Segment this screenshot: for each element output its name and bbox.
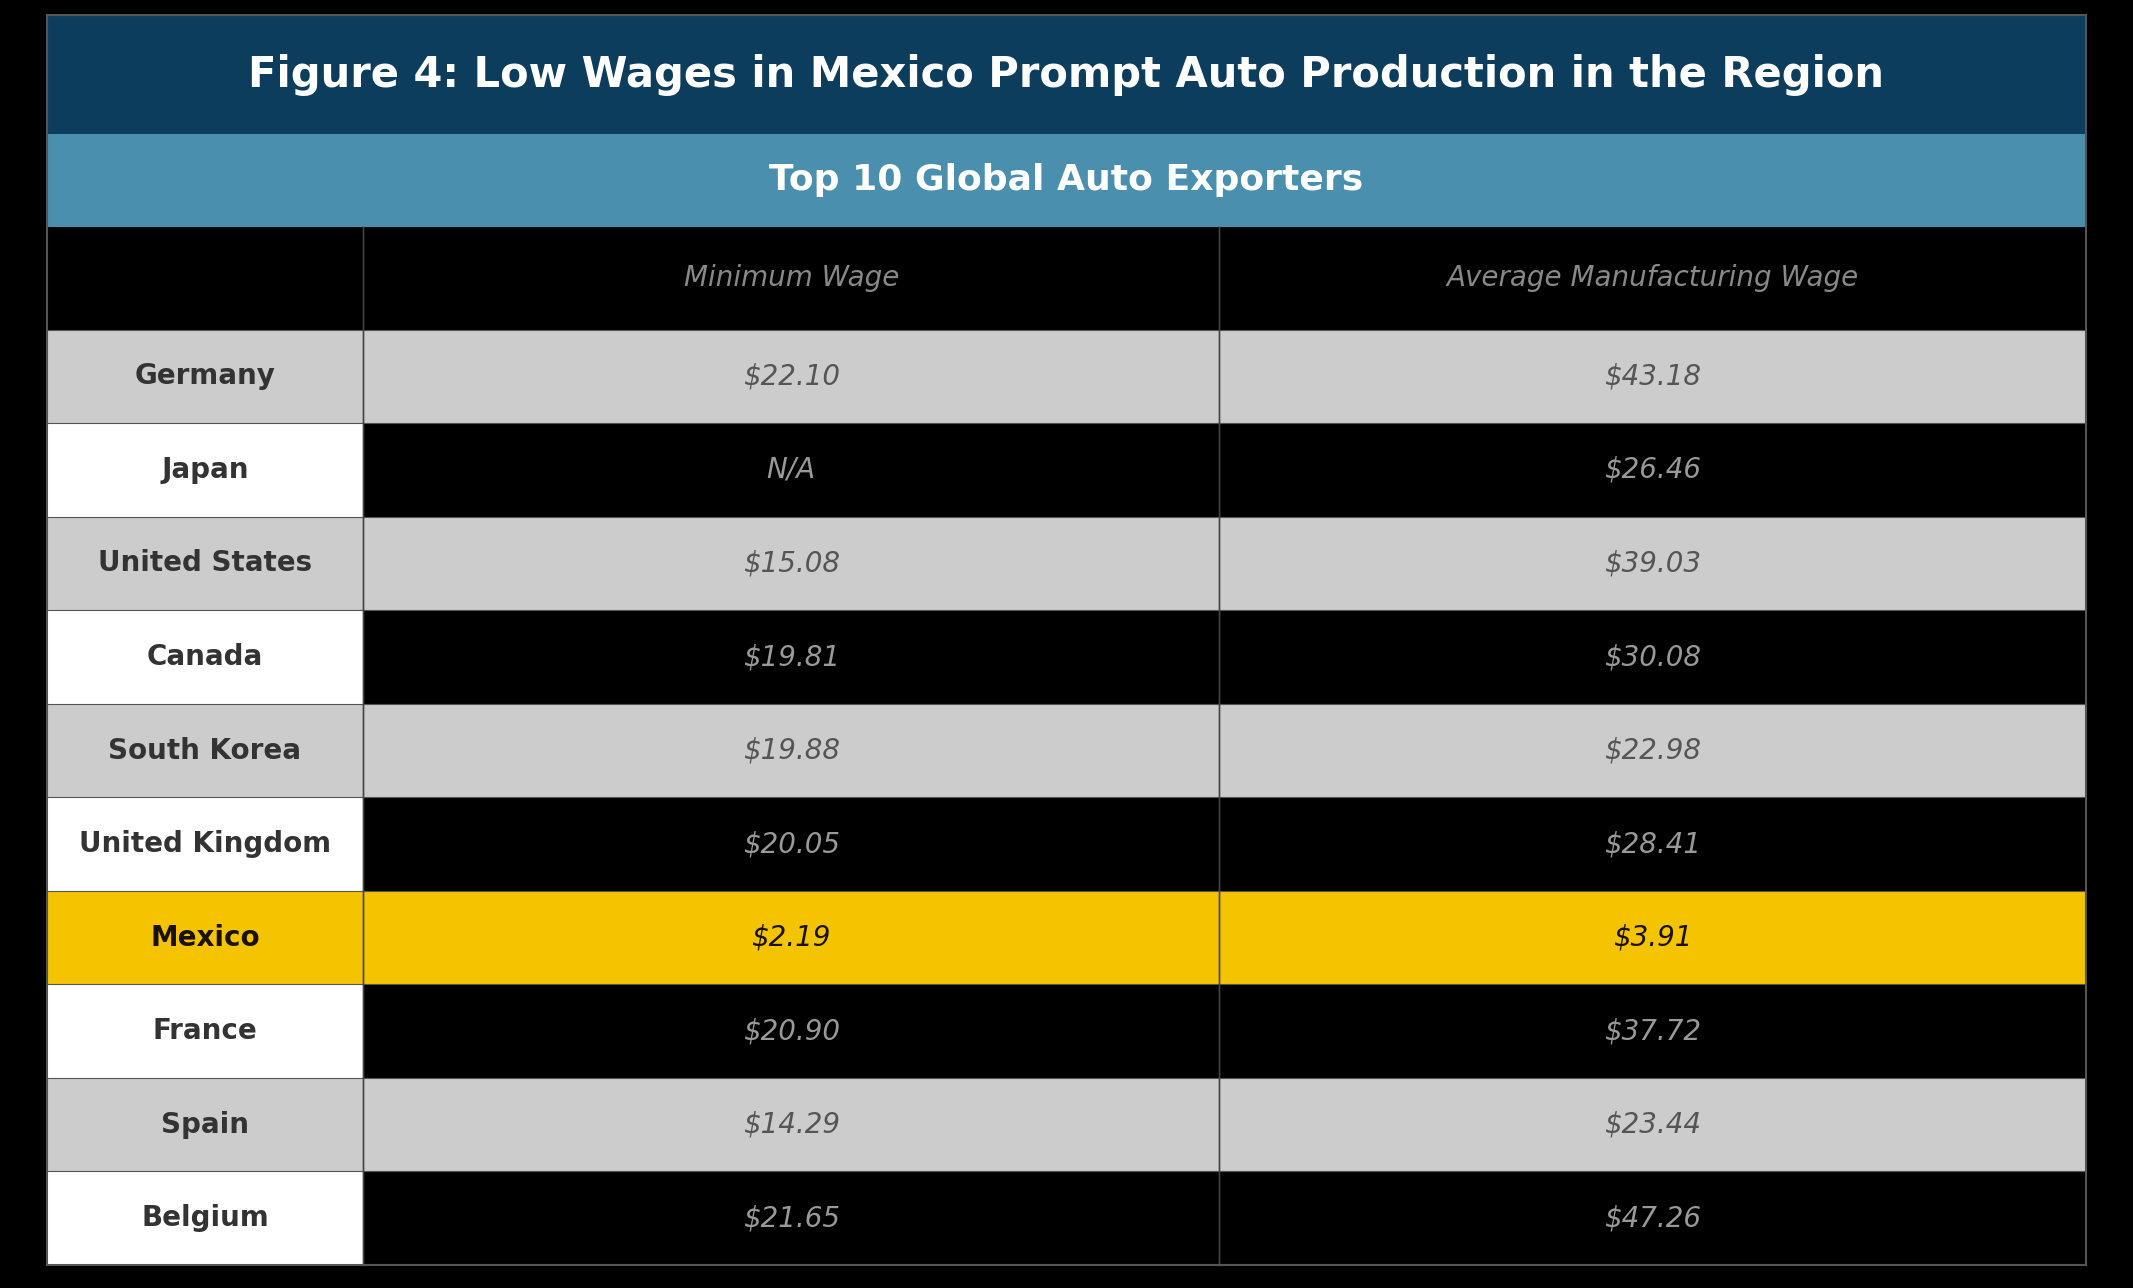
Text: Figure 4: Low Wages in Mexico Prompt Auto Production in the Region: Figure 4: Low Wages in Mexico Prompt Aut… [250,54,1883,95]
Bar [47,797,363,891]
Text: $26.46: $26.46 [1604,456,1702,484]
Text: $19.88: $19.88 [742,737,840,765]
Bar [363,797,1220,891]
Text: Spain: Spain [160,1110,250,1139]
Bar [1220,703,2086,797]
Text: $39.03: $39.03 [1604,550,1702,577]
Text: United Kingdom: United Kingdom [79,829,331,858]
Text: Top 10 Global Auto Exporters: Top 10 Global Auto Exporters [770,164,1363,197]
Bar [1220,330,2086,424]
Bar [1220,797,2086,891]
Text: $21.65: $21.65 [742,1204,840,1233]
Bar [363,611,1220,703]
Text: $28.41: $28.41 [1604,829,1702,858]
Text: $22.10: $22.10 [742,362,840,390]
Bar [47,891,363,984]
Bar [1220,424,2086,516]
Text: $14.29: $14.29 [742,1110,840,1139]
Bar [47,1078,363,1171]
Bar [1220,1171,2086,1265]
Text: United States: United States [98,550,311,577]
Bar [47,703,363,797]
Bar [363,1078,1220,1171]
Text: Minimum Wage: Minimum Wage [683,264,898,292]
Text: France: France [154,1018,258,1045]
Text: South Korea: South Korea [109,737,301,765]
Bar [363,424,1220,516]
Text: Belgium: Belgium [141,1204,269,1233]
Bar [363,984,1220,1078]
Text: Average Manufacturing Wage: Average Manufacturing Wage [1446,264,1858,292]
Text: $30.08: $30.08 [1604,643,1702,671]
Bar [1220,227,2086,330]
Bar [1220,516,2086,611]
Bar [363,703,1220,797]
Bar [363,227,1220,330]
Text: Canada: Canada [147,643,262,671]
Bar [47,134,2086,227]
Bar [1220,984,2086,1078]
Bar [47,1171,363,1265]
Bar [47,227,363,330]
Text: N/A: N/A [766,456,815,484]
Text: $19.81: $19.81 [742,643,840,671]
Text: $47.26: $47.26 [1604,1204,1702,1233]
Text: $37.72: $37.72 [1604,1018,1702,1045]
Text: $3.91: $3.91 [1613,923,1691,952]
Text: $43.18: $43.18 [1604,362,1702,390]
Bar [47,516,363,611]
Bar [1220,1078,2086,1171]
Text: $2.19: $2.19 [751,923,832,952]
Text: $15.08: $15.08 [742,550,840,577]
Bar [363,1171,1220,1265]
Text: $22.98: $22.98 [1604,737,1702,765]
Text: Japan: Japan [162,456,250,484]
Bar [363,330,1220,424]
Bar [47,611,363,703]
Text: $20.05: $20.05 [742,829,840,858]
Text: Mexico: Mexico [149,923,260,952]
Bar [363,516,1220,611]
Bar [47,424,363,516]
Bar [363,891,1220,984]
Text: $20.90: $20.90 [742,1018,840,1045]
Bar [47,15,2086,134]
Bar [1220,611,2086,703]
Text: Germany: Germany [134,362,275,390]
Bar [1220,891,2086,984]
Text: $23.44: $23.44 [1604,1110,1702,1139]
Bar [47,330,363,424]
Bar [47,984,363,1078]
